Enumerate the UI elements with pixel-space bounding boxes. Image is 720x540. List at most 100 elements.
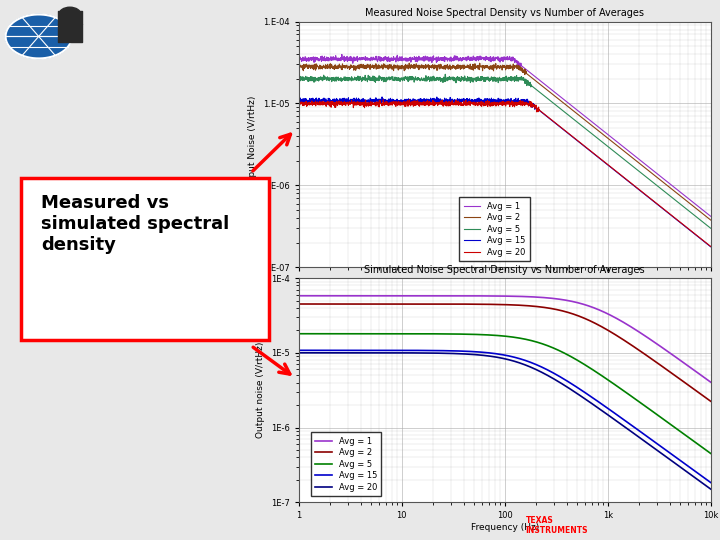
Avg = 2 bbox=[484, 65, 492, 71]
Avg = 1 bbox=[618, 319, 627, 325]
Avg = 15 bbox=[484, 349, 492, 356]
Avg = 1 bbox=[338, 51, 346, 58]
Avg = 20 bbox=[495, 100, 503, 107]
Avg = 1 bbox=[315, 56, 324, 63]
FancyBboxPatch shape bbox=[21, 178, 269, 340]
Avg = 1 bbox=[294, 293, 303, 299]
Avg = 20 bbox=[694, 477, 703, 484]
Avg = 2 bbox=[405, 60, 413, 66]
Avg = 1 bbox=[484, 55, 492, 61]
Avg = 2 bbox=[294, 63, 303, 69]
Avg = 2 bbox=[495, 301, 503, 308]
Avg = 1 bbox=[495, 293, 503, 299]
Avg = 1 bbox=[694, 370, 703, 376]
Title: Simulated Noise Spectral Density vs Number of Averages: Simulated Noise Spectral Density vs Numb… bbox=[364, 265, 645, 274]
Line: Avg = 15: Avg = 15 bbox=[299, 97, 711, 247]
Avg = 5 bbox=[294, 78, 303, 85]
Avg = 15 bbox=[484, 98, 492, 105]
Text: TEXAS
INSTRUMENTS: TEXAS INSTRUMENTS bbox=[526, 516, 588, 535]
Avg = 20 bbox=[706, 243, 715, 249]
Avg = 5 bbox=[694, 215, 703, 222]
Y-axis label: Output Noise (V/rtHz): Output Noise (V/rtHz) bbox=[248, 96, 258, 193]
Avg = 20 bbox=[694, 234, 703, 240]
Avg = 5 bbox=[484, 77, 492, 83]
Avg = 15 bbox=[694, 470, 703, 477]
Avg = 1 bbox=[694, 370, 703, 377]
Line: Avg = 2: Avg = 2 bbox=[299, 63, 711, 220]
Avg = 15 bbox=[378, 94, 387, 100]
Avg = 15 bbox=[695, 234, 703, 241]
Avg = 20 bbox=[315, 349, 324, 356]
Avg = 5 bbox=[618, 387, 627, 394]
Avg = 1 bbox=[706, 379, 715, 386]
Avg = 15 bbox=[694, 470, 703, 477]
Avg = 20 bbox=[315, 102, 324, 108]
Avg = 15 bbox=[619, 174, 628, 180]
Avg = 20 bbox=[484, 101, 492, 107]
Avg = 2 bbox=[619, 147, 628, 154]
Avg = 5 bbox=[495, 76, 503, 82]
Avg = 2 bbox=[694, 389, 703, 396]
Avg = 5 bbox=[706, 450, 715, 457]
Avg = 2 bbox=[315, 62, 324, 69]
Avg = 1 bbox=[619, 144, 628, 150]
Avg = 20 bbox=[294, 99, 303, 105]
Avg = 1 bbox=[706, 213, 715, 219]
Avg = 2 bbox=[706, 217, 715, 223]
X-axis label: Frequency (Hz): Frequency (Hz) bbox=[471, 523, 539, 532]
Avg = 1 bbox=[694, 204, 703, 210]
Avg = 20 bbox=[294, 349, 303, 356]
Avg = 1 bbox=[294, 55, 303, 62]
Avg = 1 bbox=[495, 57, 503, 63]
Avg = 2 bbox=[695, 207, 703, 214]
Avg = 15 bbox=[694, 234, 703, 240]
Avg = 5 bbox=[294, 330, 303, 337]
Avg = 2 bbox=[706, 398, 715, 404]
Avg = 2 bbox=[495, 64, 503, 71]
Avg = 2 bbox=[484, 301, 492, 308]
Line: Avg = 5: Avg = 5 bbox=[299, 334, 711, 454]
Line: Avg = 2: Avg = 2 bbox=[299, 304, 711, 401]
Avg = 1 bbox=[315, 293, 324, 299]
Avg = 15 bbox=[706, 244, 715, 250]
Line: Avg = 20: Avg = 20 bbox=[299, 100, 711, 246]
Avg = 1 bbox=[695, 204, 703, 210]
Avg = 15 bbox=[294, 347, 303, 354]
Avg = 15 bbox=[294, 95, 303, 102]
Avg = 2 bbox=[294, 301, 303, 307]
Avg = 20 bbox=[619, 174, 628, 180]
Y-axis label: Output noise (V/rtHz): Output noise (V/rtHz) bbox=[256, 342, 266, 438]
Line: Avg = 1: Avg = 1 bbox=[299, 296, 711, 382]
Avg = 15 bbox=[315, 347, 324, 354]
Avg = 5 bbox=[695, 215, 703, 222]
Avg = 15 bbox=[706, 480, 715, 486]
Avg = 20 bbox=[694, 477, 703, 483]
Circle shape bbox=[59, 7, 81, 22]
Text: Measured vs
simulated spectral
density: Measured vs simulated spectral density bbox=[41, 194, 230, 254]
Line: Avg = 1: Avg = 1 bbox=[299, 55, 711, 216]
Avg = 20 bbox=[405, 97, 414, 103]
Avg = 5 bbox=[694, 442, 703, 448]
Avg = 5 bbox=[315, 75, 324, 81]
Avg = 2 bbox=[618, 336, 627, 343]
Polygon shape bbox=[6, 15, 72, 58]
Legend: Avg = 1, Avg = 2, Avg = 5, Avg = 15, Avg = 20: Avg = 1, Avg = 2, Avg = 5, Avg = 15, Avg… bbox=[311, 433, 382, 496]
Avg = 5 bbox=[495, 333, 503, 339]
Avg = 20 bbox=[706, 486, 715, 492]
Avg = 5 bbox=[441, 71, 449, 78]
Avg = 20 bbox=[695, 234, 703, 240]
Avg = 2 bbox=[315, 301, 324, 307]
Avg = 5 bbox=[706, 225, 715, 232]
Avg = 20 bbox=[495, 354, 503, 361]
Avg = 15 bbox=[618, 416, 627, 422]
Avg = 15 bbox=[495, 351, 503, 357]
Avg = 15 bbox=[495, 97, 503, 104]
Line: Avg = 5: Avg = 5 bbox=[299, 75, 711, 228]
Avg = 5 bbox=[694, 441, 703, 448]
Avg = 5 bbox=[315, 330, 324, 337]
Avg = 1 bbox=[484, 293, 492, 299]
Avg = 15 bbox=[315, 98, 324, 105]
Avg = 2 bbox=[694, 207, 703, 214]
Avg = 20 bbox=[618, 422, 627, 429]
Avg = 5 bbox=[619, 156, 628, 162]
